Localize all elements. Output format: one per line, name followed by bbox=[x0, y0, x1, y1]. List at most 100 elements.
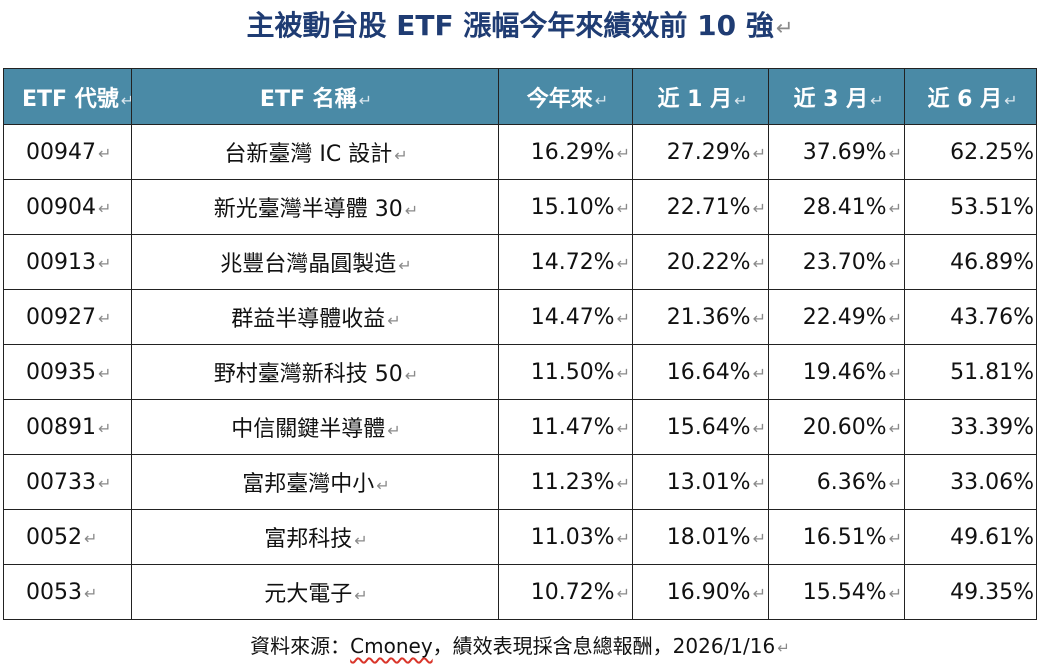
return-mark-icon: ↵ bbox=[616, 363, 630, 383]
cell-1m-value: 22.71% bbox=[666, 194, 751, 220]
header-row: ETF 代號↵ ETF 名稱↵ 今年來↵ 近 1 月↵ 近 3 月↵ 近 6 月… bbox=[3, 68, 1037, 125]
cell-ytd: 10.72% ↵ bbox=[498, 564, 633, 620]
cell-3m: 6.36% ↵ bbox=[768, 454, 905, 510]
table-row: 00904 ↵ 新光臺灣半導體 30 ↵ 15.10% ↵ 22.71% ↵ 28.41% ↵ 53… bbox=[3, 179, 1037, 235]
cell-1m-value: 15.64% bbox=[666, 414, 751, 440]
return-mark-icon: ↵ bbox=[404, 366, 419, 385]
return-mark-icon: ↵ bbox=[84, 528, 98, 548]
cell-ytd-value: 11.03% bbox=[530, 524, 615, 550]
cell-1m-value: 16.64% bbox=[666, 359, 751, 385]
cell-6m-value: 49.35% bbox=[950, 579, 1034, 605]
cell-ytd-value: 14.47% bbox=[530, 304, 615, 330]
cell-6m-value: 33.39% bbox=[950, 414, 1034, 440]
cell-ytd: 15.10% ↵ bbox=[498, 179, 633, 235]
cell-3m-value: 22.49% bbox=[802, 304, 887, 330]
table-title: 主被動台股 ETF 漲幅今年來績效前 10 強↵ bbox=[246, 9, 794, 42]
return-mark-icon: ↵ bbox=[121, 91, 131, 110]
table-body: 00947 ↵ 台新臺灣 IC 設計 ↵ 16.29% ↵ 27.29% ↵ 37.69% ↵ 62… bbox=[3, 124, 1037, 620]
cell-ytd: 16.29% ↵ bbox=[498, 124, 633, 180]
cell-1m: 15.64% ↵ bbox=[632, 399, 769, 455]
return-mark-icon: ↵ bbox=[752, 308, 766, 328]
cell-ytd: 11.47% ↵ bbox=[498, 399, 633, 455]
etf-performance-table: ETF 代號↵ ETF 名稱↵ 今年來↵ 近 1 月↵ 近 3 月↵ 近 6 月… bbox=[3, 68, 1037, 620]
table-row: 00935 ↵ 野村臺灣新科技 50 ↵ 11.50% ↵ 16.64% ↵ 19.46% ↵ 51… bbox=[3, 344, 1037, 400]
cell-6m: 49.61% bbox=[904, 509, 1037, 565]
cell-name-value: 富邦科技 bbox=[264, 527, 353, 552]
cell-ytd: 14.72% ↵ bbox=[498, 234, 633, 290]
cell-3m-value: 6.36% bbox=[816, 469, 887, 495]
return-mark-icon: ↵ bbox=[734, 90, 748, 110]
return-mark-icon: ↵ bbox=[1004, 90, 1018, 110]
cell-ytd-value: 14.72% bbox=[530, 249, 615, 275]
return-mark-icon: ↵ bbox=[98, 308, 112, 328]
return-mark-icon: ↵ bbox=[398, 256, 412, 275]
return-mark-icon: ↵ bbox=[888, 198, 902, 218]
return-mark-icon: ↵ bbox=[777, 639, 790, 657]
cell-name-value: 台新臺灣 IC 設計 bbox=[224, 142, 393, 167]
cell-1m: 16.64% ↵ bbox=[632, 344, 769, 400]
cell-ytd-value: 11.23% bbox=[530, 469, 615, 495]
cell-code: 00904 ↵ bbox=[3, 179, 132, 235]
return-mark-icon: ↵ bbox=[616, 583, 630, 603]
cell-6m-value: 46.89% bbox=[950, 249, 1034, 275]
return-mark-icon: ↵ bbox=[358, 90, 373, 110]
cell-6m-value: 53.51% bbox=[950, 194, 1034, 220]
cell-name: 元大電子 ↵ bbox=[131, 564, 499, 620]
cell-ytd-value: 15.10% bbox=[530, 194, 615, 220]
cell-code: 00891 ↵ bbox=[3, 399, 132, 455]
return-mark-icon: ↵ bbox=[98, 473, 112, 493]
cell-name: 富邦科技 ↵ bbox=[131, 509, 499, 565]
cell-code-value: 00927 bbox=[26, 304, 96, 330]
cell-code-value: 00935 bbox=[26, 359, 96, 385]
cell-1m: 21.36% ↵ bbox=[632, 289, 769, 345]
cell-code: 00927 ↵ bbox=[3, 289, 132, 345]
return-mark-icon: ↵ bbox=[98, 198, 112, 218]
cell-code: 00733 ↵ bbox=[3, 454, 132, 510]
cell-3m: 22.49% ↵ bbox=[768, 289, 905, 345]
cell-code: 0052 ↵ bbox=[3, 509, 132, 565]
return-mark-icon: ↵ bbox=[616, 143, 630, 163]
return-mark-icon: ↵ bbox=[616, 253, 630, 273]
cell-3m: 23.70% ↵ bbox=[768, 234, 905, 290]
return-mark-icon: ↵ bbox=[888, 418, 902, 438]
return-mark-icon: ↵ bbox=[775, 16, 794, 40]
cell-name: 群益半導體收益 ↵ bbox=[131, 289, 499, 345]
header-name: ETF 名稱 ↵ bbox=[131, 68, 499, 125]
return-mark-icon: ↵ bbox=[752, 528, 766, 548]
table-row: 0052 ↵ 富邦科技 ↵ 11.03% ↵ 18.01% ↵ 16.51% ↵ 49.61% bbox=[3, 509, 1037, 565]
cell-6m-value: 51.81% bbox=[950, 359, 1034, 385]
return-mark-icon: ↵ bbox=[594, 90, 609, 110]
cell-1m: 22.71% ↵ bbox=[632, 179, 769, 235]
table-row: 00733 ↵ 富邦臺灣中小 ↵ 11.23% ↵ 13.01% ↵ 6.36% ↵ 33.06% bbox=[3, 454, 1037, 510]
cell-name-value: 富邦臺灣中小 bbox=[242, 472, 375, 497]
cell-6m-value: 33.06% bbox=[950, 469, 1034, 495]
cell-code-value: 00913 bbox=[26, 249, 96, 275]
return-mark-icon: ↵ bbox=[752, 253, 766, 273]
cell-1m-value: 18.01% bbox=[666, 524, 751, 550]
return-mark-icon: ↵ bbox=[616, 473, 630, 493]
return-mark-icon: ↵ bbox=[888, 253, 902, 273]
header-3m: 近 3 月 ↵ bbox=[768, 68, 905, 125]
cell-3m: 37.69% ↵ bbox=[768, 124, 905, 180]
cell-1m-value: 13.01% bbox=[666, 469, 751, 495]
cell-1m: 18.01% ↵ bbox=[632, 509, 769, 565]
cell-name-value: 中信關鍵半導體 bbox=[231, 417, 386, 442]
table-row: 0053 ↵ 元大電子 ↵ 10.72% ↵ 16.90% ↵ 15.54% ↵ 49.35% bbox=[3, 564, 1037, 620]
return-mark-icon: ↵ bbox=[616, 528, 630, 548]
cell-6m: 51.81% bbox=[904, 344, 1037, 400]
cell-1m-value: 27.29% bbox=[666, 139, 751, 165]
cell-name: 新光臺灣半導體 30 ↵ bbox=[131, 179, 499, 235]
header-code: ETF 代號↵ bbox=[3, 68, 132, 125]
return-mark-icon: ↵ bbox=[98, 253, 112, 273]
source-note: 資料來源：Cmoney，績效表現採含息總報酬，2026/1/16 ↵ bbox=[250, 634, 790, 658]
cell-ytd: 11.23% ↵ bbox=[498, 454, 633, 510]
return-mark-icon: ↵ bbox=[752, 363, 766, 383]
cell-name: 富邦臺灣中小 ↵ bbox=[131, 454, 499, 510]
cell-ytd: 14.47% ↵ bbox=[498, 289, 633, 345]
cell-6m: 33.39% bbox=[904, 399, 1037, 455]
cell-code-value: 00947 bbox=[26, 139, 96, 165]
return-mark-icon: ↵ bbox=[888, 143, 902, 163]
cell-3m-value: 15.54% bbox=[802, 579, 887, 605]
return-mark-icon: ↵ bbox=[752, 473, 766, 493]
cell-3m: 28.41% ↵ bbox=[768, 179, 905, 235]
